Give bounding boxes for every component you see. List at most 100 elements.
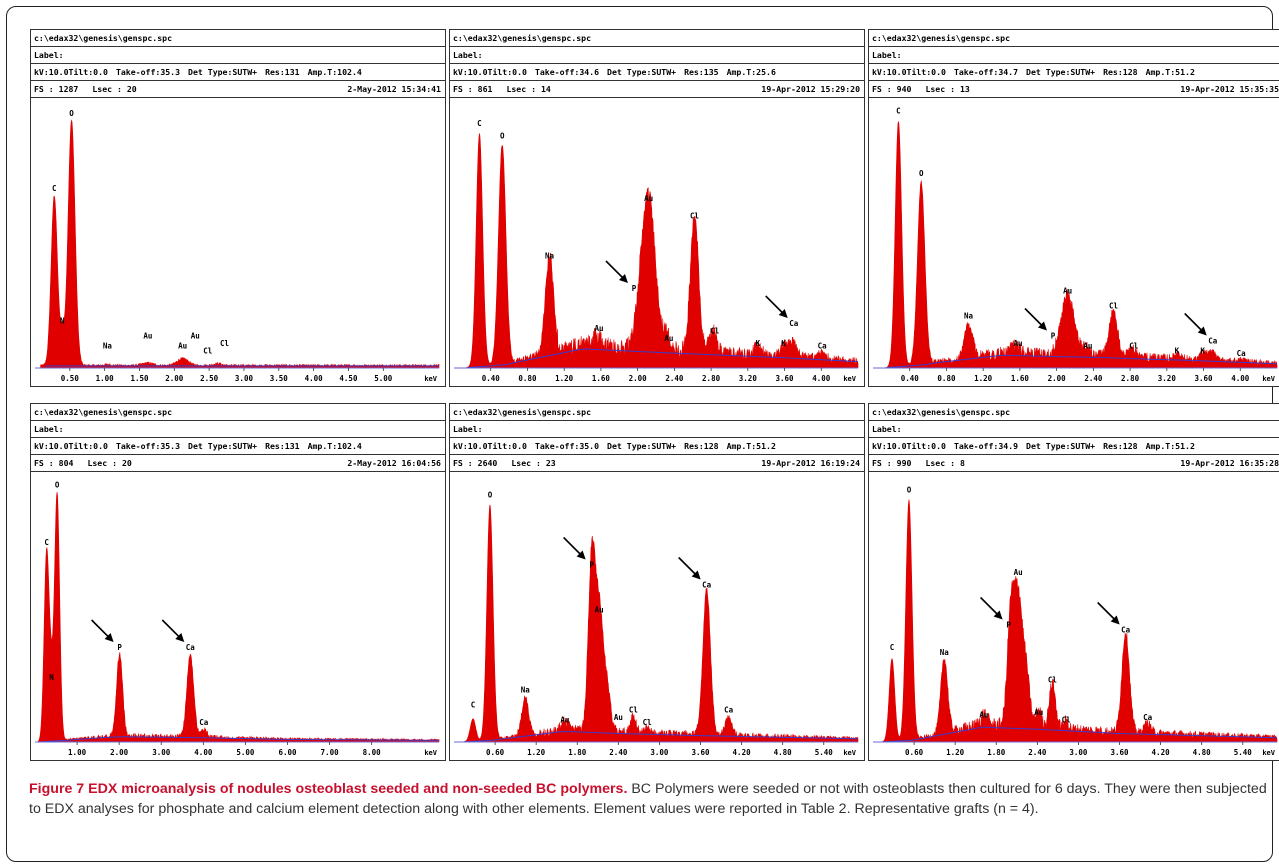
amp-value: Amp.T:102.4: [307, 67, 362, 77]
element-label-n: N: [60, 317, 65, 326]
element-label-ca: Ca: [818, 342, 828, 351]
x-tick-label: 4.00: [194, 748, 213, 757]
file-path: c:\edax32\genesis\genspc.spc: [453, 33, 592, 43]
tilt-value: Tilt:0.0: [487, 441, 527, 451]
x-tick-label: 4.80: [774, 748, 793, 757]
file-path: c:\edax32\genesis\genspc.spc: [34, 407, 173, 417]
element-label-c: C: [896, 107, 901, 116]
det-type-value: Det Type:SUTW+: [607, 67, 677, 77]
element-label-c: C: [477, 119, 482, 128]
kv-value: kV:10.0: [34, 67, 69, 77]
x-tick-label: 2.00: [110, 748, 129, 757]
spectrum-trace: [880, 121, 1278, 369]
file-path-row: c:\edax32\genesis\genspc.spc: [31, 404, 445, 421]
spectrum-plot: 0.60 1.20 1.80 2.40 3.00 3.60 4.20 4.80 5.40 keV C…: [454, 491, 859, 757]
label-row: Label:: [869, 47, 1279, 64]
tilt-value: Tilt:0.0: [68, 441, 108, 451]
x-tick-label: 8.00: [363, 748, 382, 757]
acquisition-datetime: 2-May-2012 15:34:41: [347, 84, 441, 94]
element-label-au: Au: [595, 606, 604, 615]
element-label-au: Au: [644, 194, 653, 203]
element-label-k: K: [781, 339, 786, 348]
scale-row: FS : 804 Lsec : 20 2-May-2012 16:04:56: [31, 455, 445, 472]
scale-row: FS : 940 Lsec : 13 19-Apr-2012 15:35:35: [869, 81, 1279, 98]
x-tick-label: 4.00: [305, 374, 324, 383]
spectrum-trace: [38, 492, 440, 743]
x-tick-label: 2.40: [609, 748, 628, 757]
element-label-p: P: [632, 284, 637, 293]
element-label-c: C: [890, 643, 895, 652]
x-axis-label: keV: [1262, 375, 1275, 383]
x-tick-label: 2.80: [702, 374, 721, 383]
background-fit-line: [41, 736, 439, 743]
x-tick-label: 2.00: [1048, 374, 1067, 383]
takeoff-value: Take-off:35.0: [534, 441, 600, 451]
x-tick-label: 3.20: [739, 374, 758, 383]
element-label-au: Au: [1014, 568, 1023, 577]
element-label-au: Au: [595, 324, 604, 333]
element-label-ca: Ca: [1208, 337, 1218, 346]
element-label-na: Na: [103, 342, 113, 351]
file-path-row: c:\edax32\genesis\genspc.spc: [869, 30, 1279, 47]
element-label-au: Au: [178, 342, 187, 351]
res-value: Res:131: [265, 441, 300, 451]
x-tick-label: 1.60: [592, 374, 611, 383]
x-tick-label: 1.50: [130, 374, 149, 383]
element-label-cl: Cl: [1048, 676, 1057, 685]
file-path-row: c:\edax32\genesis\genspc.spc: [450, 30, 864, 47]
x-tick-label: 1.80: [987, 748, 1006, 757]
figure-frame: c:\edax32\genesis\genspc.spc Label: kV:10.…: [6, 6, 1279, 862]
element-label-au: Au: [664, 334, 673, 343]
spectrum-plot: 1.00 2.00 3.00 4.00 5.00 6.00 7.00 8.00 keV C N O P C…: [35, 481, 440, 757]
acquisition-datetime: 2-May-2012 16:04:56: [347, 458, 441, 468]
x-tick-label: 3.00: [1069, 748, 1088, 757]
scale-row: FS : 2640 Lsec : 23 19-Apr-2012 16:19:24: [450, 455, 864, 472]
x-tick-label: 1.00: [96, 374, 115, 383]
x-tick-label: 3.00: [152, 748, 171, 757]
amp-value: Amp.T:51.2: [726, 441, 776, 451]
acquisition-datetime: 19-Apr-2012 16:35:28: [1180, 458, 1279, 468]
x-axis-label: keV: [424, 375, 437, 383]
fs-value: FS : 1287: [34, 84, 79, 94]
x-tick-label: 4.80: [1193, 748, 1212, 757]
element-label-k: K: [756, 339, 761, 348]
spectrum-plot: 0.40 0.80 1.20 1.60 2.00 2.40 2.80 3.20 3.60 4.00…: [873, 107, 1278, 383]
file-path-row: c:\edax32\genesis\genspc.spc: [31, 30, 445, 47]
label-text: Label:: [453, 50, 483, 60]
x-tick-label: 3.60: [776, 374, 795, 383]
tilt-value: Tilt:0.0: [68, 67, 108, 77]
edx-panel-5: c:\edax32\genesis\genspc.spc Label: kV:10.…: [449, 403, 865, 761]
element-label-c: C: [471, 701, 476, 710]
spectrum-trace: [459, 504, 859, 743]
acquisition-datetime: 19-Apr-2012 15:29:20: [761, 84, 860, 94]
acquisition-params-row: kV:10.0Tilt:0.0 Take-off:34.6 Det Type:SUT…: [450, 64, 864, 81]
x-tick-label: 6.00: [278, 748, 297, 757]
element-label-ca: Ca: [724, 706, 734, 715]
background-fit-line: [886, 354, 1278, 369]
amp-value: Amp.T:102.4: [307, 441, 362, 451]
x-tick-label: 4.00: [812, 374, 831, 383]
fs-value: FS : 990: [872, 458, 912, 468]
x-tick-label: 3.00: [235, 374, 254, 383]
element-label-k: K: [1200, 347, 1205, 356]
label-row: Label:: [450, 47, 864, 64]
x-tick-label: 4.20: [1152, 748, 1171, 757]
x-axis-label: keV: [843, 375, 856, 383]
x-tick-label: 0.60: [486, 748, 505, 757]
element-label-cl: Cl: [1129, 342, 1138, 351]
spectrum-trace: [461, 133, 859, 369]
element-label-ca: Ca: [1237, 349, 1247, 358]
element-label-au: Au: [1014, 339, 1023, 348]
x-axis-label: keV: [424, 749, 437, 757]
takeoff-value: Take-off:34.9: [953, 441, 1019, 451]
res-value: Res:128: [684, 441, 719, 451]
element-label-na: Na: [940, 648, 950, 657]
kv-value: kV:10.0: [453, 441, 488, 451]
x-tick-label: 2.50: [200, 374, 219, 383]
x-tick-label: 1.20: [555, 374, 574, 383]
arrow-icon: [980, 596, 1003, 620]
spectrum-trace: [40, 119, 440, 369]
kv-value: kV:10.0: [872, 67, 907, 77]
background-fit-line: [464, 730, 859, 743]
spectrum-trace: [878, 499, 1278, 743]
